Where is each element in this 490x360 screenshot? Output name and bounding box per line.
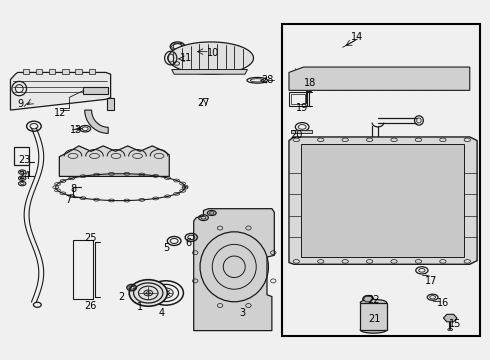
Text: 7: 7	[65, 195, 71, 205]
Polygon shape	[289, 137, 477, 264]
Polygon shape	[360, 303, 387, 330]
Polygon shape	[75, 69, 82, 74]
Text: 5: 5	[163, 243, 169, 253]
Bar	[289, 92, 309, 106]
Polygon shape	[107, 98, 114, 110]
Polygon shape	[168, 42, 253, 74]
Text: 21: 21	[368, 314, 381, 324]
Polygon shape	[49, 69, 55, 74]
Text: 17: 17	[424, 276, 437, 286]
Bar	[14, 147, 29, 165]
Polygon shape	[443, 314, 457, 322]
Polygon shape	[289, 67, 470, 90]
Text: 23: 23	[18, 155, 30, 165]
Polygon shape	[59, 146, 169, 176]
Polygon shape	[83, 87, 108, 94]
Text: 26: 26	[84, 301, 97, 311]
Text: 28: 28	[261, 75, 273, 85]
Text: 2: 2	[119, 292, 125, 302]
Polygon shape	[194, 209, 274, 330]
Polygon shape	[10, 72, 111, 110]
Text: 10: 10	[207, 48, 220, 58]
Ellipse shape	[360, 327, 387, 333]
Text: 13: 13	[70, 125, 82, 135]
Ellipse shape	[363, 296, 373, 303]
Text: 6: 6	[186, 238, 192, 248]
Bar	[292, 94, 305, 104]
Bar	[282, 24, 480, 336]
Polygon shape	[89, 69, 95, 74]
Polygon shape	[62, 69, 69, 74]
Text: 24: 24	[18, 171, 30, 181]
Polygon shape	[36, 69, 42, 74]
Polygon shape	[301, 144, 464, 257]
Text: 20: 20	[291, 130, 303, 140]
Text: 3: 3	[240, 308, 245, 318]
Polygon shape	[363, 296, 373, 302]
Text: 14: 14	[351, 32, 364, 41]
Ellipse shape	[360, 300, 387, 306]
Text: 9: 9	[17, 99, 24, 109]
Text: 4: 4	[159, 308, 165, 318]
Polygon shape	[23, 69, 29, 74]
Text: 19: 19	[296, 103, 308, 113]
Text: 27: 27	[197, 98, 210, 108]
Text: 15: 15	[449, 319, 461, 329]
Polygon shape	[292, 130, 313, 134]
Ellipse shape	[129, 280, 167, 306]
Text: 12: 12	[54, 108, 67, 118]
Text: 8: 8	[70, 184, 76, 194]
Bar	[73, 240, 93, 299]
Text: 16: 16	[437, 298, 449, 308]
Polygon shape	[85, 110, 108, 134]
Text: 1: 1	[137, 302, 143, 312]
Polygon shape	[172, 69, 247, 74]
Text: 11: 11	[180, 53, 193, 63]
Text: 22: 22	[367, 295, 379, 305]
Text: 25: 25	[84, 233, 97, 243]
Text: 18: 18	[304, 78, 317, 88]
